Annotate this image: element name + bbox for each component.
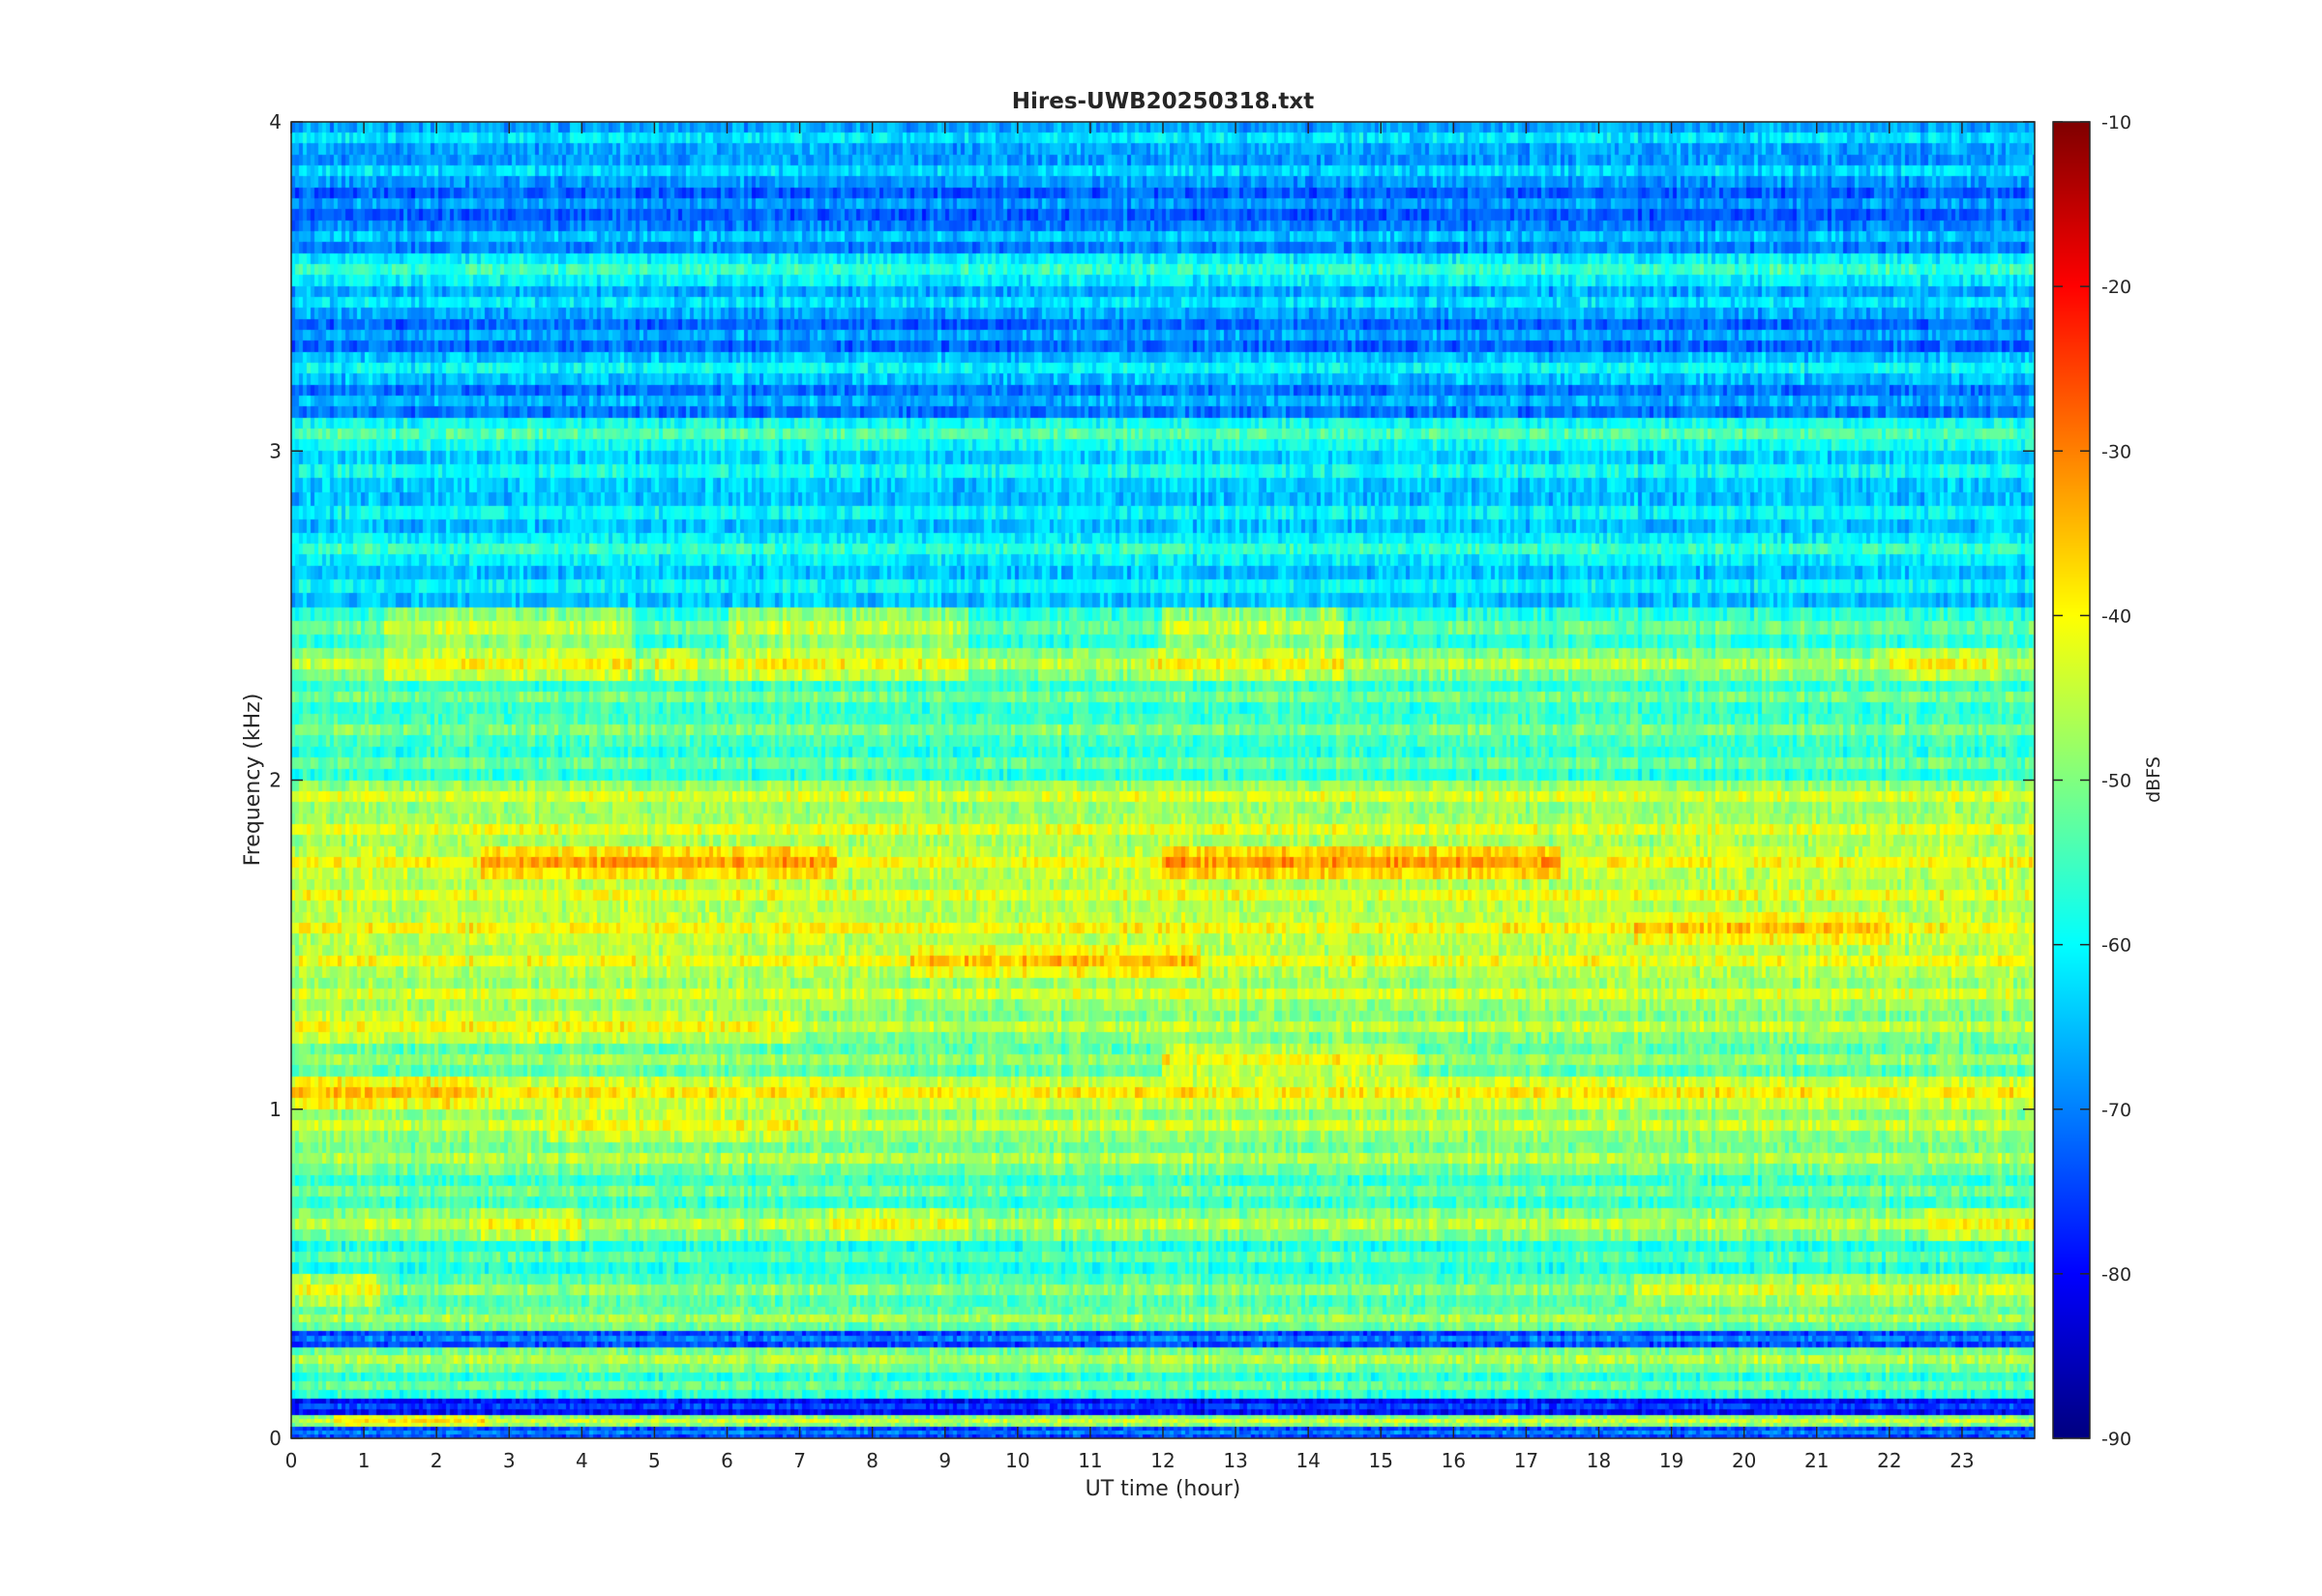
chart-title: Hires-UWB20250318.txt bbox=[1012, 89, 1314, 114]
colorbar-tick-label: -60 bbox=[2101, 935, 2131, 957]
x-tick-label: 15 bbox=[1369, 1449, 1393, 1472]
x-tick-label: 6 bbox=[721, 1449, 733, 1472]
x-tick-label: 3 bbox=[503, 1449, 516, 1472]
x-tick-label: 9 bbox=[938, 1449, 951, 1472]
colorbar-label: dBFS bbox=[2143, 756, 2164, 803]
x-tick-label: 12 bbox=[1150, 1449, 1175, 1472]
colorbar-tick-label: -50 bbox=[2101, 771, 2131, 792]
colorbar-tick-label: -10 bbox=[2101, 112, 2131, 133]
colorbar-tick-label: -40 bbox=[2101, 606, 2131, 627]
x-tick-label: 19 bbox=[1659, 1449, 1683, 1472]
x-tick-label: 10 bbox=[1005, 1449, 1029, 1472]
colorbar-tick-label: -30 bbox=[2101, 441, 2131, 462]
x-tick-label: 18 bbox=[1587, 1449, 1611, 1472]
x-tick-label: 17 bbox=[1514, 1449, 1538, 1472]
x-tick-label: 22 bbox=[1877, 1449, 1901, 1472]
colorbar-tick-label: -80 bbox=[2101, 1264, 2131, 1286]
x-tick-label: 1 bbox=[358, 1449, 371, 1472]
x-tick-label: 11 bbox=[1078, 1449, 1102, 1472]
y-tick-label: 1 bbox=[269, 1098, 282, 1121]
y-tick-label: 2 bbox=[269, 769, 282, 792]
x-axis: 0 1 2 3 4 5 6 7 8 9 10 11 12 13 14 15 16 17 18 19 20 21 22 23 bbox=[285, 122, 1975, 1472]
x-tick-label: 14 bbox=[1295, 1449, 1320, 1472]
y-tick-label: 3 bbox=[269, 439, 282, 462]
spectrogram-image bbox=[291, 122, 2035, 1438]
x-tick-label: 23 bbox=[1950, 1449, 1974, 1472]
x-tick-label: 21 bbox=[1804, 1449, 1829, 1472]
x-tick-label: 5 bbox=[648, 1449, 661, 1472]
x-tick-label: 16 bbox=[1442, 1449, 1466, 1472]
x-tick-label: 2 bbox=[431, 1449, 443, 1472]
y-tick-label: 4 bbox=[269, 110, 282, 133]
colorbar-tick-label: -20 bbox=[2101, 277, 2131, 298]
x-tick-label: 20 bbox=[1732, 1449, 1756, 1472]
x-tick-label: 8 bbox=[866, 1449, 878, 1472]
colorbar-tick-label: -90 bbox=[2101, 1429, 2131, 1450]
x-axis-label: UT time (hour) bbox=[1086, 1477, 1241, 1501]
colorbar-tick-label: -70 bbox=[2101, 1100, 2131, 1121]
y-axis-label: Frequency (kHz) bbox=[241, 694, 265, 867]
x-tick-label: 7 bbox=[793, 1449, 806, 1472]
spectrogram-heatmap bbox=[291, 122, 2035, 1438]
x-tick-label: 13 bbox=[1223, 1449, 1247, 1472]
colorbar-axis: -90 -80 -70 -60 -50 -40 -30 -20 -10 bbox=[2053, 112, 2131, 1450]
x-tick-label: 4 bbox=[576, 1449, 588, 1472]
y-axis: 0 1 2 3 4 bbox=[269, 110, 2035, 1450]
x-tick-label: 0 bbox=[285, 1449, 298, 1472]
y-tick-label: 0 bbox=[269, 1427, 282, 1450]
